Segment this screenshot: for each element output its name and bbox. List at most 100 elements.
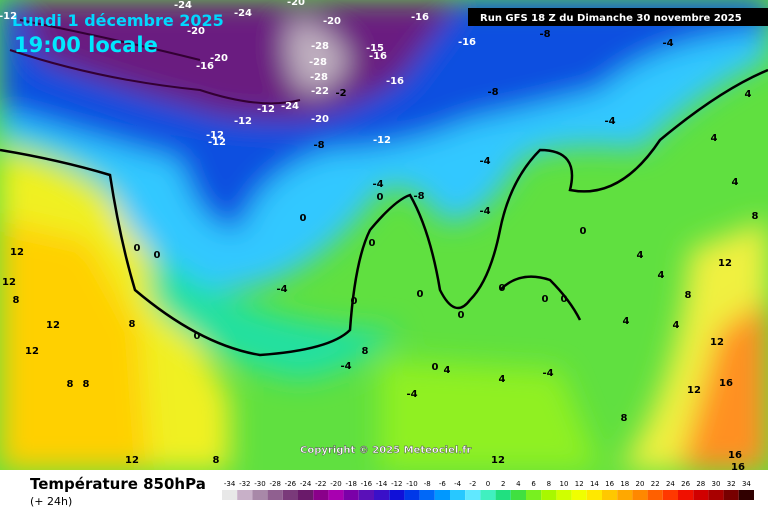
contour-label: 8: [83, 379, 90, 390]
legend-label: 12: [575, 480, 584, 488]
legend-label: -6: [439, 480, 447, 488]
contour-label: 8: [67, 379, 74, 390]
contour-label: 8: [213, 455, 220, 466]
legend-label: 34: [742, 480, 751, 488]
contour-label: 4: [658, 270, 665, 281]
contour-label: 0: [580, 226, 587, 237]
legend-swatch: [662, 490, 678, 500]
legend-swatch: [237, 490, 253, 500]
legend-label: 2: [501, 480, 505, 488]
contour-label: 12: [25, 346, 39, 357]
legend-label: -18: [345, 480, 356, 488]
contour-label: 12: [687, 385, 701, 396]
contour-label: 0: [377, 192, 384, 203]
legend-swatch: [328, 490, 344, 500]
legend-label: -8: [424, 480, 431, 488]
legend-label: -10: [406, 480, 417, 488]
legend-swatch: [678, 490, 694, 500]
legend-swatch: [586, 490, 602, 500]
contour-label: 16: [731, 462, 745, 473]
legend-label: 30: [712, 480, 721, 488]
legend-swatch: [450, 490, 466, 500]
date: Lundi 1 décembre 2025: [12, 11, 224, 30]
contour-label: -8: [313, 140, 324, 151]
contour-label: -20: [311, 114, 329, 125]
legend-swatch: [343, 490, 359, 500]
contour-label: 8: [685, 290, 692, 301]
contour-label: 0: [369, 238, 376, 249]
legend-label: 26: [681, 480, 690, 488]
legend-swatch: [434, 490, 450, 500]
legend-label: -16: [361, 480, 373, 488]
contour-label: -12: [373, 135, 391, 146]
contour-label: -4: [479, 156, 490, 167]
legend-label: 10: [560, 480, 569, 488]
contour-label: -24: [174, 0, 192, 11]
contour-label: 0: [432, 362, 439, 373]
contour-label: 12: [491, 455, 505, 466]
contour-label: -12: [206, 130, 224, 141]
contour-label: 4: [444, 365, 451, 376]
legend-swatch: [374, 490, 390, 500]
contour-label: -12: [234, 116, 252, 127]
legend-swatch: [632, 490, 648, 500]
contour-label: -22: [311, 86, 329, 97]
contour-label: -16: [386, 76, 404, 87]
contour-label: -12: [257, 104, 275, 115]
legend-swatch: [495, 490, 511, 500]
contour-label: 4: [732, 177, 739, 188]
run-info: Run GFS 18 Z du Dimanche 30 novembre 202…: [480, 13, 742, 24]
contour-label: 16: [719, 378, 733, 389]
legend-swatch: [480, 490, 496, 500]
legend-swatch: [389, 490, 405, 500]
legend-swatch: [404, 490, 420, 500]
contour-label: 4: [499, 374, 506, 385]
legend-swatch: [267, 490, 283, 500]
legend-swatch: [647, 490, 663, 500]
legend-label: -30: [254, 480, 265, 488]
legend-label: -24: [300, 480, 312, 488]
legend-label: 0: [486, 480, 490, 488]
legend-swatch: [541, 490, 557, 500]
legend-swatch: [222, 490, 238, 500]
legend-swatch: [282, 490, 298, 500]
contour-label: -8: [539, 29, 550, 40]
legend-label: -34: [224, 480, 236, 488]
contour-label: -20: [187, 26, 205, 37]
contour-label: 4: [673, 320, 680, 331]
legend: -34 -32 -30 -28 -26 -24 -22 -20 -18 -16 -14 -12 -10-…: [222, 480, 754, 500]
legend-swatch: [693, 490, 709, 500]
copyright: Copyright © 2025 Meteociel.fr: [300, 445, 471, 456]
legend-swatch: [602, 490, 618, 500]
contour-label: -4: [340, 361, 351, 372]
contour-label: -28: [310, 72, 328, 83]
legend-label: 18: [620, 480, 629, 488]
legend-label: 22: [651, 480, 660, 488]
footer-title: Température 850hPa: [30, 475, 206, 493]
legend-label: 24: [666, 480, 675, 488]
legend-swatch: [571, 490, 587, 500]
legend-label: -20: [330, 480, 341, 488]
contour-label: -12: [0, 11, 17, 22]
contour-label: -8: [487, 87, 498, 98]
legend-label: 14: [590, 480, 599, 488]
contour-label: -28: [309, 57, 327, 68]
legend-swatch: [556, 490, 572, 500]
contour-label: 4: [637, 250, 644, 261]
contour-label: 0: [194, 331, 201, 342]
legend-label: 4: [516, 480, 521, 488]
contour-label: -4: [542, 368, 553, 379]
legend-label: 8: [547, 480, 551, 488]
legend-swatch: [526, 490, 542, 500]
legend-swatch: [465, 490, 481, 500]
contour-label: -20: [287, 0, 305, 8]
contour-label: -4: [276, 284, 287, 295]
contour-label: 12: [718, 258, 732, 269]
legend-label: -28: [269, 480, 280, 488]
contour-label: 12: [125, 455, 139, 466]
contour-label: 0: [351, 296, 358, 307]
contour-label: 12: [46, 320, 60, 331]
contour-label: 0: [561, 294, 568, 305]
